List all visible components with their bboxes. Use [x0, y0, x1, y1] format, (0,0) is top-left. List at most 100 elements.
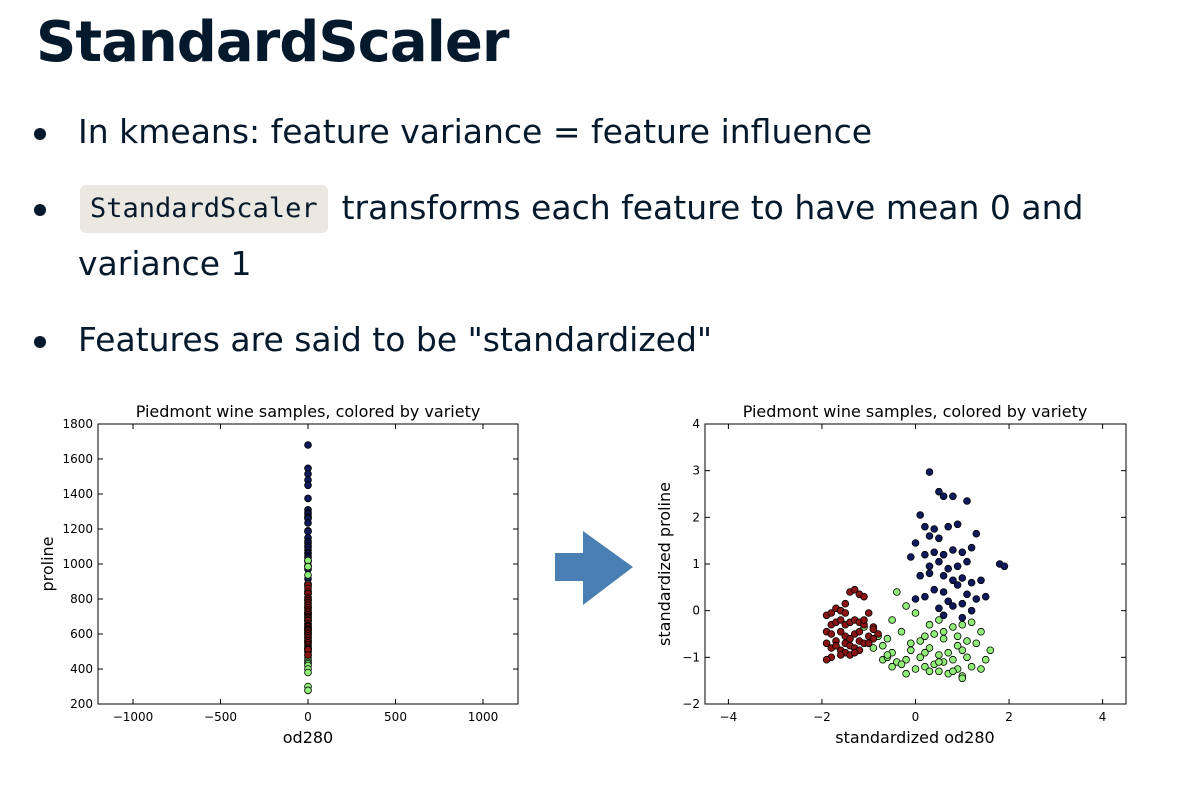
x-axis-label: od280 [283, 728, 333, 747]
y-tick-label: 1 [692, 557, 700, 571]
data-point [953, 520, 962, 529]
data-point [304, 494, 312, 503]
data-point [981, 655, 990, 664]
data-point [855, 627, 864, 636]
data-point [864, 609, 873, 617]
data-point [977, 576, 985, 585]
data-point [944, 522, 953, 531]
y-tick-label: 1600 [62, 452, 93, 466]
data-point [304, 571, 312, 579]
data-point [906, 646, 915, 655]
data-point [925, 532, 934, 540]
data-point [958, 646, 967, 655]
bullet-list: In kmeans: feature variance = feature in… [34, 104, 1138, 368]
data-point [967, 618, 976, 627]
data-point [869, 634, 878, 643]
data-point [850, 585, 859, 594]
data-point [925, 620, 934, 629]
data-point [921, 632, 929, 641]
chart-title: Piedmont wine samples, colored by variet… [136, 402, 481, 421]
data-point [939, 627, 948, 636]
data-point [906, 553, 915, 561]
data-point [949, 623, 957, 631]
data-point [935, 616, 943, 624]
data-point [930, 548, 939, 557]
data-point [939, 571, 948, 580]
data-point [1000, 562, 1009, 571]
data-point [864, 639, 873, 648]
data-point [850, 648, 859, 657]
axis-ticks: −4 −2 0 2 4 −2 −1 0 1 2 3 4 [682, 417, 1126, 724]
data-point [304, 527, 312, 536]
data-point [921, 662, 929, 671]
y-tick-label: 600 [70, 627, 93, 641]
data-point [860, 616, 868, 624]
data-point [897, 627, 906, 636]
data-point [958, 548, 967, 557]
data-point [949, 492, 957, 501]
data-point [860, 592, 868, 601]
data-point [981, 592, 990, 601]
data-point [874, 630, 882, 638]
x-tick-label: 500 [384, 710, 407, 724]
x-tick-label: −2 [813, 710, 831, 724]
data-point [836, 627, 845, 636]
bullet-dot-icon [34, 128, 46, 140]
data-point [304, 519, 312, 527]
y-tick-label: 800 [70, 592, 93, 606]
y-axis-label: proline [38, 536, 57, 591]
data-point [921, 648, 929, 657]
data-point [944, 648, 953, 657]
scatter-chart-raw: Piedmont wine samples, colored by variet… [38, 402, 519, 747]
data-point [925, 569, 934, 578]
inline-code: StandardScaler [80, 185, 328, 233]
data-point [888, 616, 896, 624]
data-point [911, 539, 920, 547]
data-point [939, 588, 948, 596]
data-point [925, 644, 934, 652]
data-point [958, 574, 967, 582]
x-tick-label: 4 [1099, 710, 1107, 724]
data-point [939, 611, 948, 620]
x-tick-label: −500 [204, 710, 237, 724]
data-point [949, 667, 957, 676]
data-point [902, 669, 910, 678]
data-point [944, 564, 953, 573]
x-axis-label: standardized od280 [835, 728, 994, 747]
bullet-item: StandardScaler transforms each feature to… [34, 180, 1138, 292]
right-arrow-icon [555, 531, 633, 605]
bullet-text: transforms each feature to have mean 0 a… [78, 188, 1084, 283]
y-tick-label: 1800 [62, 417, 93, 431]
data-point [935, 658, 943, 666]
data-point [916, 511, 925, 519]
data-point [949, 576, 957, 585]
y-axis-label: standardized proline [655, 482, 674, 646]
data-point [958, 620, 967, 629]
data-point [846, 634, 854, 643]
y-tick-label: 1400 [62, 487, 93, 501]
data-point [949, 546, 957, 554]
data-point [972, 595, 981, 603]
data-point [944, 597, 953, 606]
x-tick-label: 0 [912, 710, 920, 724]
data-point [977, 665, 985, 673]
data-point [841, 609, 850, 617]
data-point [822, 639, 831, 648]
data-point [883, 651, 892, 659]
data-point [892, 588, 901, 596]
bullet-item: Features are said to be "standardized" [34, 312, 1138, 368]
data-point [921, 550, 929, 559]
x-tick-label: 0 [304, 710, 312, 724]
data-point [963, 653, 971, 662]
data-point [972, 639, 981, 648]
data-point [304, 686, 312, 695]
data-point [911, 595, 920, 603]
y-tick-label: −1 [682, 650, 700, 664]
data-point [935, 534, 943, 543]
bullet-item: In kmeans: feature variance = feature in… [34, 104, 1138, 160]
data-point [935, 604, 943, 613]
data-point [897, 660, 906, 669]
data-point [930, 630, 939, 638]
data-point [911, 609, 920, 617]
y-tick-label: 1000 [62, 557, 93, 571]
